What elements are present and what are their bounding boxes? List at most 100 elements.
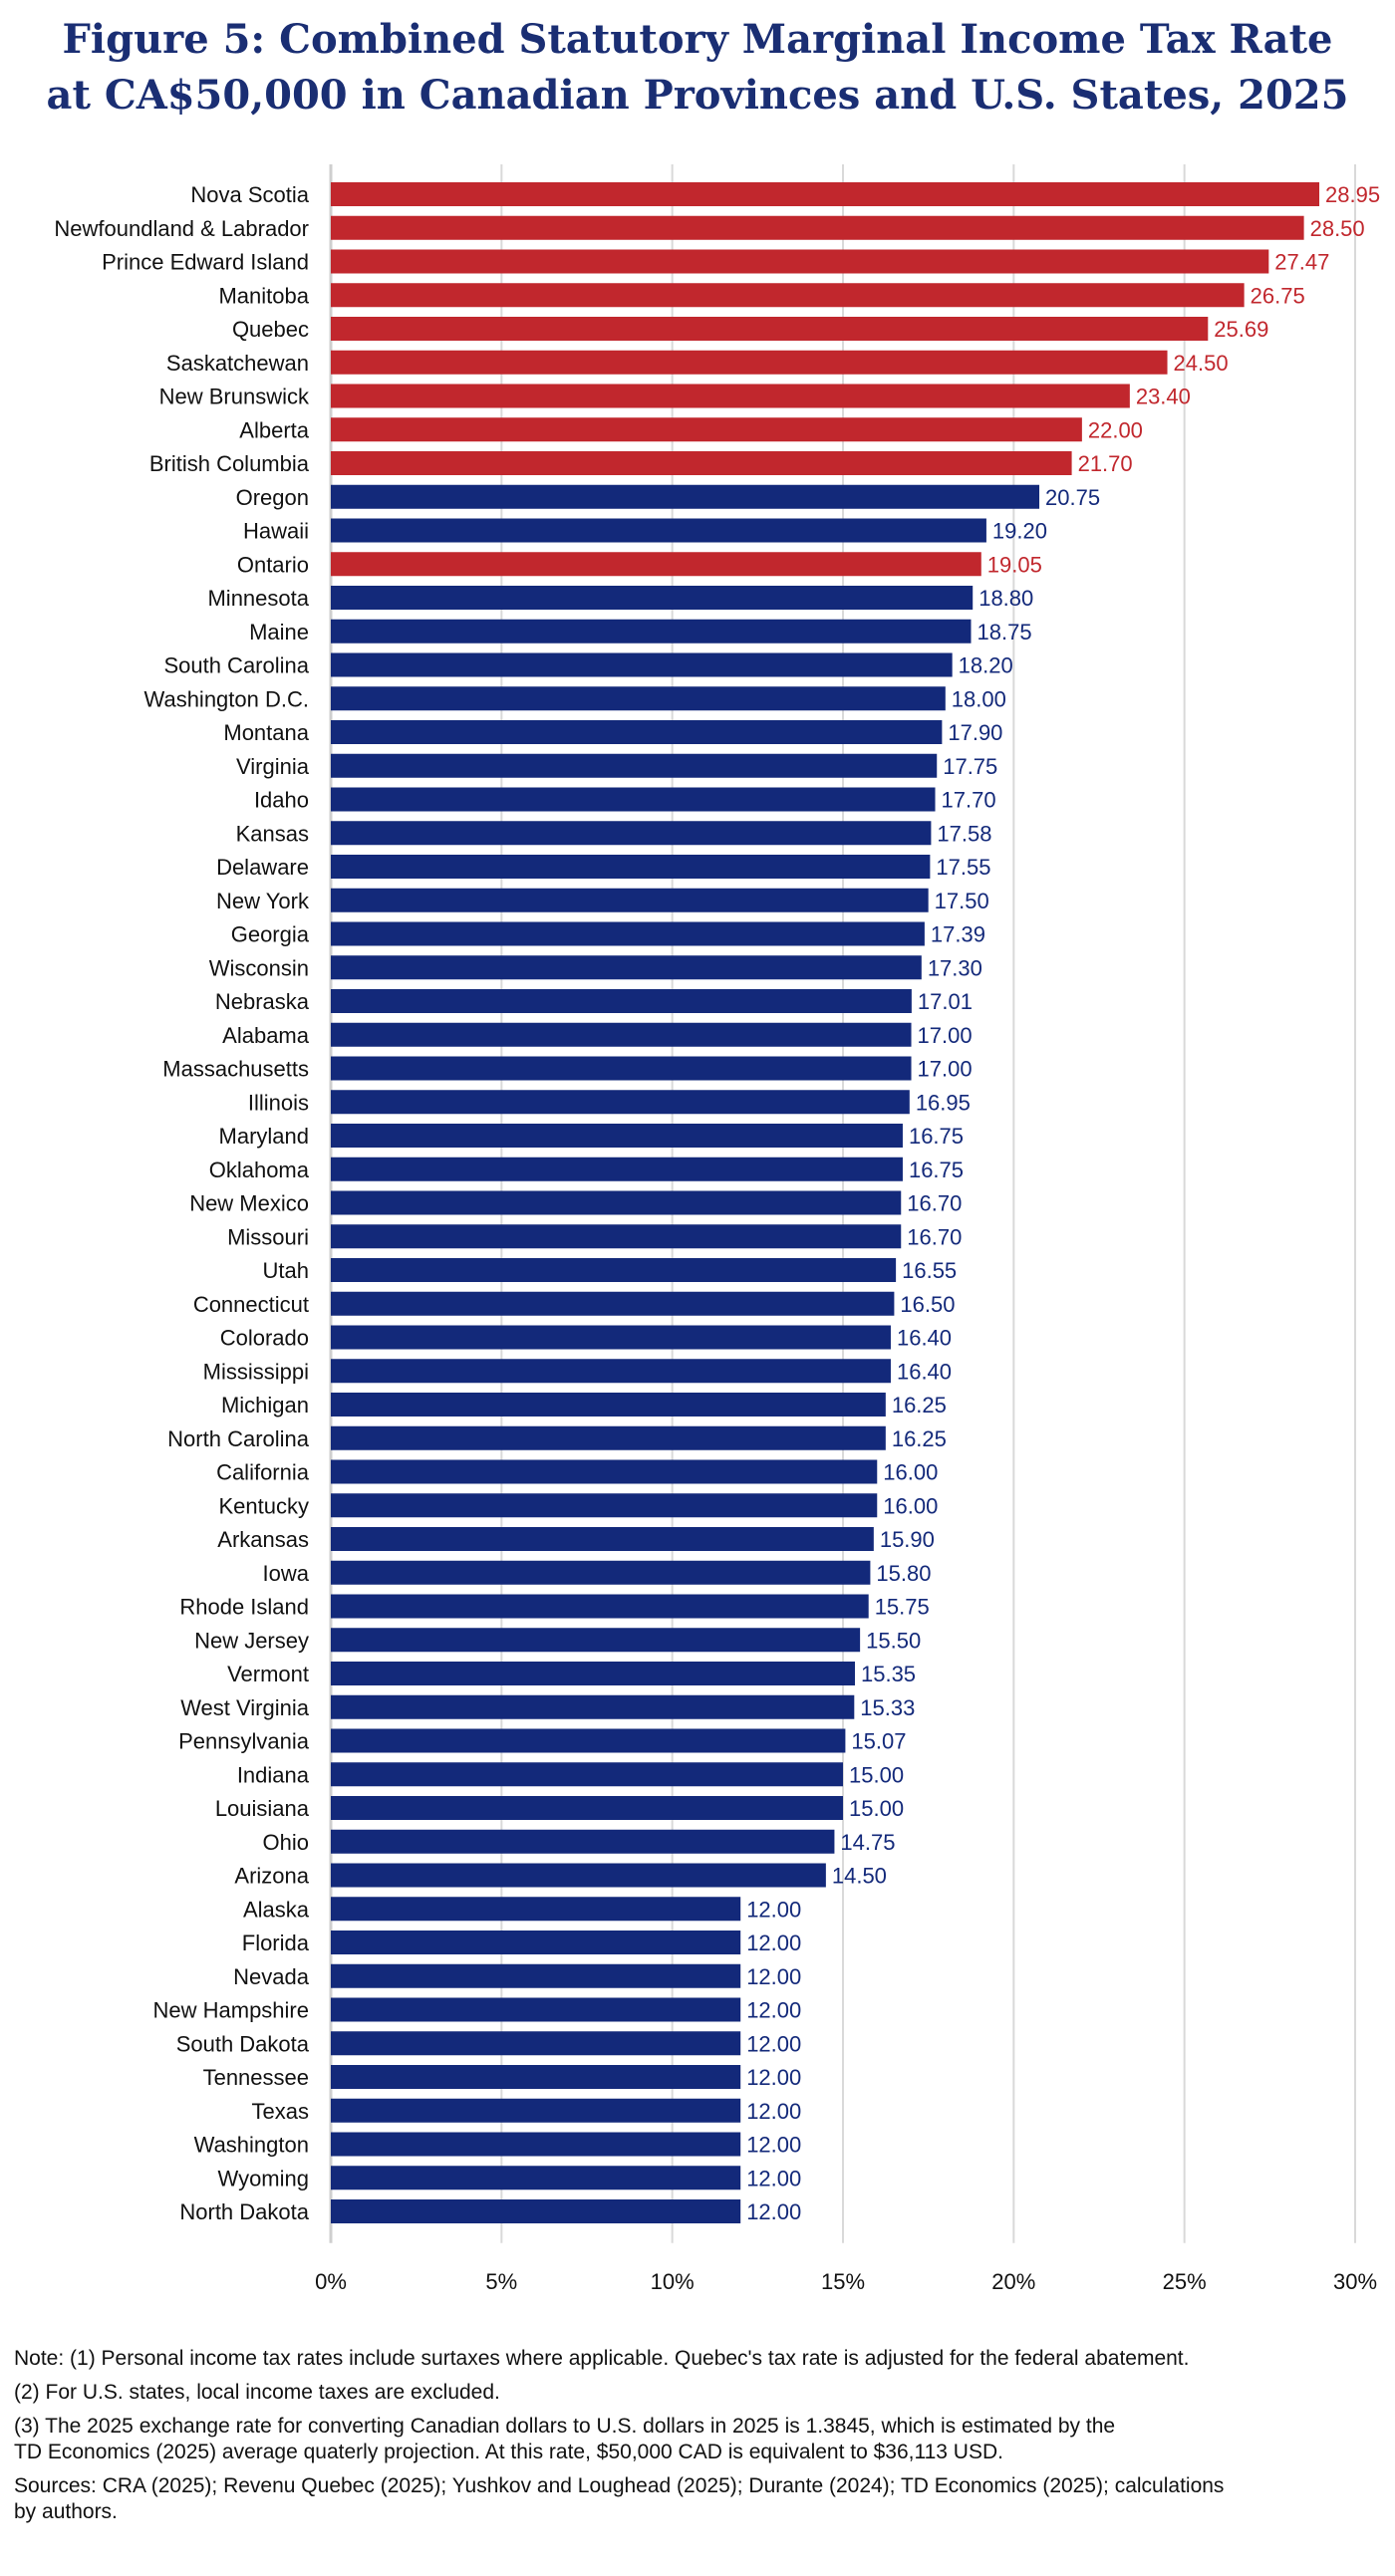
bar (331, 518, 986, 543)
bar (331, 283, 1245, 308)
bar (331, 1224, 902, 1249)
category-label: New Hampshire (153, 1998, 310, 2023)
bar (331, 586, 974, 610)
category-label: North Carolina (167, 1426, 310, 1451)
bar (331, 1796, 843, 1820)
value-label: 18.75 (977, 620, 1032, 644)
bar (331, 1829, 835, 1854)
category-label: Alberta (239, 417, 309, 442)
bar (331, 619, 972, 644)
bar (331, 1762, 843, 1787)
value-label: 17.90 (948, 720, 1002, 745)
category-label: Mississippi (203, 1359, 309, 1384)
bar (331, 1694, 855, 1719)
category-label: Idaho (254, 788, 309, 813)
category-label: New Jersey (194, 1628, 309, 1653)
note-2: (2) For U.S. states, local income taxes … (14, 2381, 500, 2404)
bar (331, 787, 936, 812)
value-label: 16.70 (907, 1224, 962, 1249)
note-3: (3) The 2025 exchange rate for convertin… (14, 2415, 1116, 2463)
bar (331, 1124, 903, 1148)
value-label: 15.80 (876, 1561, 931, 1586)
bar (331, 2098, 741, 2123)
value-label: 12.00 (746, 2099, 801, 2124)
category-label: Oregon (236, 485, 309, 510)
category-label: Virginia (236, 754, 310, 779)
value-label: 16.40 (897, 1359, 952, 1384)
category-label: South Dakota (176, 2031, 310, 2056)
bar (331, 1157, 903, 1181)
value-label: 15.33 (860, 1695, 915, 1720)
bar (331, 1022, 912, 1047)
bar (331, 249, 1269, 274)
category-label: Arkansas (217, 1527, 309, 1552)
category-label: New York (216, 889, 310, 913)
value-label: 20.75 (1045, 485, 1100, 510)
value-label: 17.70 (942, 788, 996, 813)
value-label: 18.20 (959, 653, 1013, 678)
category-label: Connecticut (193, 1292, 309, 1317)
bar (331, 451, 1072, 475)
category-label: Kentucky (219, 1493, 310, 1518)
category-label: Nova Scotia (190, 182, 309, 207)
category-label: Arizona (234, 1864, 309, 1889)
category-label: Iowa (263, 1561, 310, 1586)
chart-title-line-2: at CA$50,000 in Canadian Provinces and U… (46, 72, 1349, 119)
value-label: 12.00 (746, 1897, 801, 1922)
category-label: Maine (249, 620, 309, 644)
category-label: Manitoba (218, 283, 309, 308)
category-label: Tennessee (203, 2065, 309, 2090)
category-label: Ohio (263, 1830, 309, 1855)
category-label: Pennsylvania (178, 1729, 310, 1754)
category-label: Florida (242, 1931, 310, 1955)
category-label: Ontario (237, 552, 309, 577)
bar (331, 1359, 891, 1384)
bar (331, 921, 925, 946)
bar (331, 686, 946, 711)
value-label: 16.95 (916, 1090, 971, 1115)
value-label: 16.75 (909, 1158, 964, 1182)
value-label: 15.35 (861, 1662, 916, 1686)
bar (331, 1662, 855, 1685)
value-label: 19.20 (992, 519, 1047, 544)
category-label: Vermont (227, 1662, 309, 1686)
value-label: 12.00 (746, 1998, 801, 2023)
category-label: California (216, 1460, 310, 1485)
value-label: 17.00 (918, 1057, 973, 1082)
bar (331, 821, 932, 846)
value-label: 27.47 (1274, 250, 1329, 275)
value-label: 17.55 (936, 855, 990, 880)
bar (331, 1628, 861, 1653)
x-tick-label: 5% (485, 2269, 517, 2294)
value-label: 17.00 (918, 1023, 973, 1048)
category-label: Indiana (237, 1762, 310, 1787)
bar (331, 350, 1168, 375)
value-label: 15.90 (880, 1527, 935, 1552)
chart-title: Figure 5: Combined Statutory Marginal In… (0, 12, 1395, 124)
category-label: Nevada (233, 1964, 310, 1989)
category-label: Rhode Island (179, 1595, 309, 1620)
bar (331, 2065, 741, 2089)
value-label: 16.00 (883, 1460, 938, 1485)
category-label: North Dakota (179, 2199, 309, 2224)
category-label: Georgia (231, 922, 310, 947)
value-label: 16.70 (907, 1191, 962, 1216)
notes-section: Note: (1) Personal income tax rates incl… (14, 2346, 1379, 2533)
bar (331, 1963, 741, 1988)
value-label: 16.50 (900, 1292, 955, 1317)
bar (331, 955, 922, 980)
category-label: Missouri (227, 1224, 309, 1249)
sources-note: Sources: CRA (2025); Revenu Quebec (2025… (14, 2474, 1225, 2523)
value-label: 19.05 (987, 552, 1042, 577)
value-label: 17.75 (943, 754, 997, 779)
bar (331, 552, 981, 577)
value-label: 22.00 (1088, 417, 1143, 442)
category-label: Louisiana (215, 1796, 310, 1821)
bar (331, 1056, 912, 1081)
category-label: New Mexico (189, 1191, 309, 1216)
bar (331, 2031, 741, 2056)
x-tick-label: 0% (315, 2269, 347, 2294)
value-label: 16.55 (902, 1258, 957, 1283)
value-label: 16.00 (883, 1493, 938, 1518)
value-label: 16.25 (892, 1426, 947, 1451)
